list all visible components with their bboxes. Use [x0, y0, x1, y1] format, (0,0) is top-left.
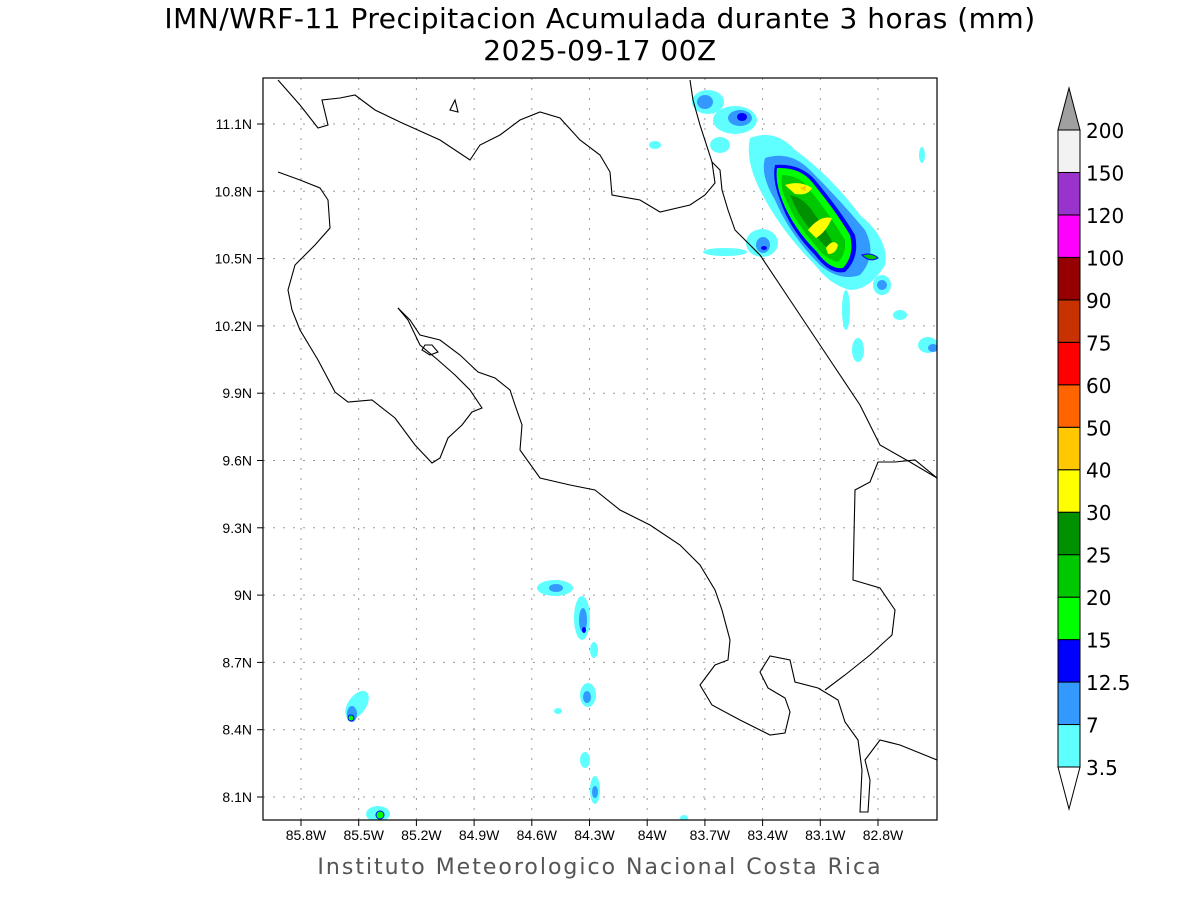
lat-tick-label: 8.1N: [222, 789, 252, 805]
colorbar-swatch: [1057, 554, 1081, 598]
colorbar-under-arrow: [1057, 766, 1081, 811]
colorbar-swatch: [1057, 469, 1081, 513]
colorbar-level-label: 15: [1086, 629, 1111, 653]
precip-15: [347, 714, 355, 722]
lat-tick-label: 8.4N: [222, 722, 252, 738]
precip-3.5: [590, 642, 598, 658]
lon-tick-label: 83.4W: [747, 827, 788, 843]
footer-credit: Instituto Meteorologico Nacional Costa R…: [317, 855, 883, 880]
lon-tick-label: 84W: [638, 827, 668, 843]
colorbar-level-label: 25: [1086, 544, 1111, 568]
precip-3.5: [710, 137, 730, 153]
lon-tick-label: 84.6W: [517, 827, 558, 843]
colorbar-level-label: 12.5: [1086, 671, 1131, 695]
lon-tick-label: 85.8W: [286, 827, 327, 843]
precip-25: [790, 195, 836, 251]
precip-7: [549, 584, 563, 592]
colorbar-level-label: 100: [1086, 246, 1124, 270]
precip-3.5: [893, 310, 907, 320]
lon-tick-label: 84.3W: [574, 827, 615, 843]
coastlines-borders: [277, 79, 937, 813]
precip-7: [697, 95, 713, 109]
colorbar-swatch: [1057, 724, 1081, 768]
precip-3.5: [842, 290, 850, 330]
colorbar-level-label: 50: [1086, 416, 1111, 440]
lon-tick-label: 85.5W: [343, 827, 384, 843]
colorbar-level-label: 90: [1086, 289, 1111, 313]
lat-tick-label: 10.5N: [215, 251, 252, 267]
longitude-labels: 85.8W 85.5W 85.2W 84.9W 84.6W 84.3W 84W 83.7W 83…: [286, 820, 904, 843]
map-subtitle: 2025-09-17 00Z: [483, 34, 717, 67]
precip-7: [579, 608, 587, 632]
latitude-labels: 11.1N 10.8N 10.5N 10.2N 9.9N 9.6N 9.3N 9N 8.7N 8.…: [215, 116, 263, 805]
lat-tick-label: 9N: [234, 587, 252, 603]
lat-tick-label: 9.6N: [222, 453, 252, 469]
colorbar-over-arrow: [1057, 86, 1081, 131]
colorbar-swatch: [1057, 214, 1081, 258]
lat-tick-label: 8.7N: [222, 654, 252, 670]
colorbar-level-label: 30: [1086, 501, 1111, 525]
colorbar-swatch: [1057, 129, 1081, 173]
precip-3.5: [852, 338, 864, 362]
precip-15: [861, 253, 879, 261]
precipitation-field: [345, 90, 937, 820]
colorbar-swatch: [1057, 256, 1081, 301]
colorbar-level-label: 60: [1086, 374, 1111, 398]
map-frame: [262, 77, 938, 821]
map-title: IMN/WRF-11 Precipitacion Acumulada duran…: [164, 2, 1036, 35]
colorbar-level-label: 200: [1086, 119, 1124, 143]
colorbar-level-label: 75: [1086, 331, 1111, 355]
colorbar-swatch: [1057, 426, 1081, 471]
precip-3.5: [703, 248, 747, 256]
lat-tick-label: 10.2N: [215, 318, 252, 334]
precip-12.5: [761, 246, 767, 250]
precip-3.5: [919, 147, 925, 163]
precip-30: [785, 183, 812, 195]
precip-7: [928, 344, 937, 352]
precip-7: [583, 691, 591, 703]
colorbar-swatch: [1057, 171, 1081, 216]
colorbar-swatch: [1057, 299, 1081, 343]
precip-12.5: [737, 113, 747, 121]
colorbar-level-label: 150: [1086, 161, 1124, 185]
colorbar-swatch: [1057, 681, 1081, 726]
colorbar-swatch: [1057, 384, 1081, 428]
precip-7: [756, 237, 770, 253]
colorbar-level-label: 3.5: [1086, 756, 1118, 780]
lon-tick-label: 83.7W: [690, 827, 731, 843]
colorbar-swatch: [1057, 639, 1081, 683]
lat-tick-label: 11.1N: [216, 116, 252, 132]
colorbar-level-label: 120: [1086, 204, 1124, 228]
precip-3.5: [345, 690, 369, 720]
precip-12.5: [582, 627, 586, 633]
lon-tick-label: 82.8W: [863, 827, 904, 843]
precip-30: [826, 242, 838, 254]
lon-tick-label: 84.9W: [459, 827, 500, 843]
precip-15: [375, 810, 385, 820]
precip-30: [808, 217, 832, 238]
lat-tick-label: 9.3N: [222, 520, 252, 536]
lon-tick-label: 85.2W: [401, 827, 442, 843]
lat-tick-label: 9.9N: [222, 385, 252, 401]
colorbar-level-label: 20: [1086, 586, 1111, 610]
precip-3.5: [554, 708, 562, 714]
precip-40: [800, 186, 806, 191]
precip-7: [592, 786, 598, 798]
precip-3.5: [680, 815, 688, 820]
colorbar-swatch: [1057, 341, 1081, 386]
colorbar-swatch: [1057, 511, 1081, 556]
colorbar-swatch: [1057, 596, 1081, 641]
colorbar-level-label: 40: [1086, 459, 1111, 483]
precip-3.5: [649, 141, 661, 149]
lon-tick-label: 83.1W: [805, 827, 846, 843]
colorbar-legend: 3.5 7 12.5 15 20 25 30 40 50 60 75 90 100 120 150 200: [1057, 86, 1131, 811]
colorbar-level-label: 7: [1086, 714, 1099, 738]
precip-7: [877, 280, 887, 290]
precip-3.5: [580, 752, 590, 768]
lat-tick-label: 10.8N: [215, 183, 252, 199]
